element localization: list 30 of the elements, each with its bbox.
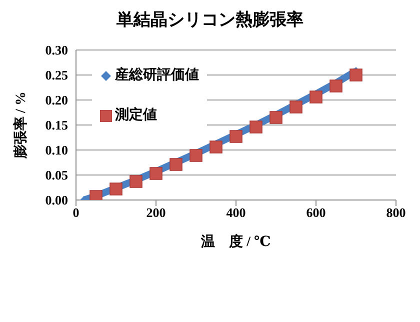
point <box>290 100 302 114</box>
point <box>330 80 342 92</box>
point <box>250 120 262 134</box>
y-axis-title: 膨張率 / % <box>12 92 29 160</box>
point <box>350 68 362 82</box>
point <box>170 158 182 171</box>
y-tick-label: 0.10 <box>45 142 68 158</box>
x-tick-label: 800 <box>386 205 406 220</box>
point <box>190 149 202 162</box>
legend-label: 産総研評価値 <box>114 66 199 84</box>
point <box>210 140 222 154</box>
point <box>310 90 322 104</box>
point <box>110 182 122 196</box>
y-tick-label: 0.05 <box>45 168 68 183</box>
point <box>130 175 142 188</box>
y-tick-label: 0.20 <box>45 92 68 108</box>
x-tick-label: 0 <box>72 205 80 220</box>
x-axis-title: 温 度 / ℃ <box>200 233 272 250</box>
y-tick-label: 0.30 <box>45 42 68 58</box>
point <box>230 130 242 143</box>
x-tick-label: 600 <box>306 205 326 220</box>
y-tick-label: 0.15 <box>45 118 68 133</box>
x-tick-label: 400 <box>226 205 246 220</box>
x-tick-label: 200 <box>146 205 166 220</box>
y-tick-label: 0.00 <box>45 192 68 208</box>
chart-title: 単結晶シリコン熱膨張率 <box>116 9 304 31</box>
legend-label: 測定値 <box>114 106 158 124</box>
point <box>270 111 282 124</box>
y-tick-label: 0.25 <box>45 68 68 83</box>
point <box>150 167 162 180</box>
